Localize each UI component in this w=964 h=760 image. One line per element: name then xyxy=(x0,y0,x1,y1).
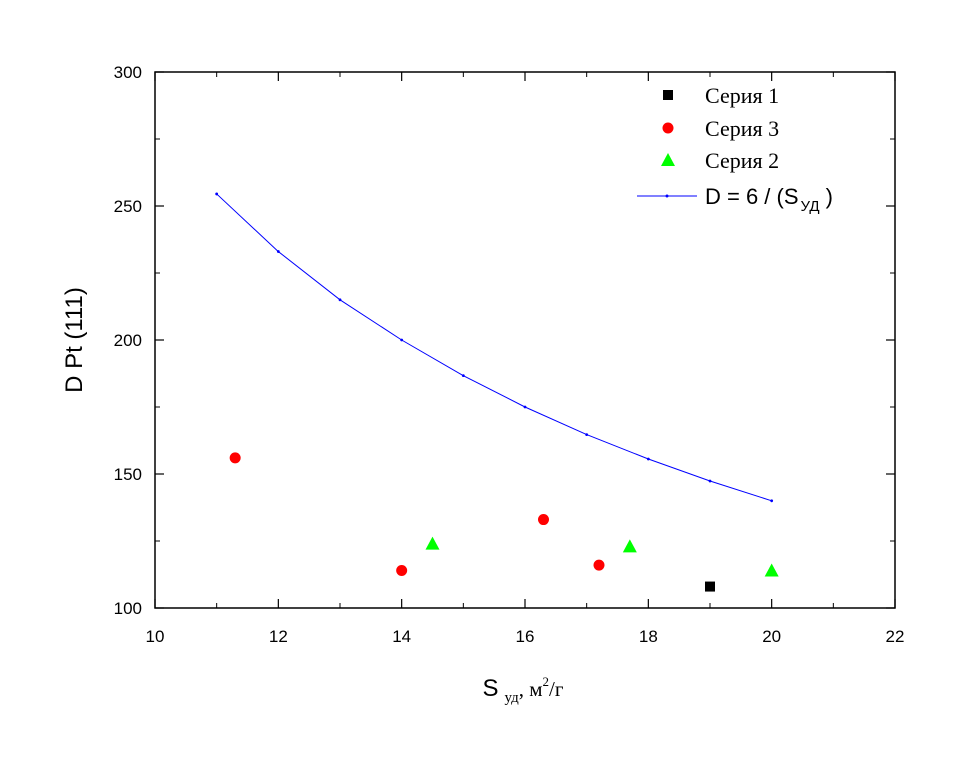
axis-ticks xyxy=(154,71,896,609)
y-tick-label: 250 xyxy=(114,197,142,216)
x-tick-label: 16 xyxy=(516,627,535,646)
legend-label-series-1: Серия 1 xyxy=(705,83,779,108)
legend-label-fit: D = 6 / (S УД ) xyxy=(705,184,833,215)
x-axis-title-unit-sup: 2 xyxy=(543,674,550,689)
series-1-point xyxy=(705,581,715,592)
x-tick-label: 22 xyxy=(886,627,905,646)
x-axis-title-sub: уд xyxy=(505,690,520,706)
y-axis-title: D Pt (111) xyxy=(61,287,88,393)
plot-frame xyxy=(154,71,896,609)
tick-labels: 10 12 14 16 18 20 22 100 150 200 250 300 xyxy=(114,63,905,646)
fit-curve-point xyxy=(276,250,280,253)
legend-label-fit-sub: УД xyxy=(801,198,820,215)
series-3-point xyxy=(538,514,549,526)
fit-curve-point xyxy=(770,499,774,503)
legend-label-fit-suffix: ) xyxy=(820,184,833,209)
series-2-point xyxy=(622,539,637,553)
fit-curve-point xyxy=(646,457,650,461)
fit-curve xyxy=(216,193,772,502)
fit-curve-point xyxy=(585,433,589,437)
legend-label-series-2: Серия 2 xyxy=(705,148,779,173)
y-tick-label: 100 xyxy=(114,599,142,618)
legend-label-series-3: Серия 3 xyxy=(705,116,779,141)
series-3-point xyxy=(229,452,241,464)
x-tick-label: 12 xyxy=(269,627,288,646)
fit-curve-point xyxy=(523,405,527,409)
series-layer xyxy=(215,192,779,592)
legend: Серия 1 Серия 3 Серия 2 D = 6 / (S УД ) xyxy=(637,83,833,215)
legend-marker-series-2 xyxy=(661,153,675,166)
x-axis-title-unit-suffix: /г xyxy=(549,677,564,701)
y-tick-label: 200 xyxy=(114,331,142,350)
x-tick-label: 14 xyxy=(392,627,411,646)
series-3-point xyxy=(593,559,605,571)
legend-label-fit-main: D = 6 / (S xyxy=(705,184,799,209)
legend-marker-series-3 xyxy=(662,122,674,134)
x-tick-label: 20 xyxy=(762,627,781,646)
legend-marker-fit-dot xyxy=(665,194,669,198)
legend-marker-series-1 xyxy=(663,90,673,100)
fit-curve-point xyxy=(400,338,404,342)
y-tick-label: 150 xyxy=(114,465,142,484)
fit-curve-point xyxy=(215,192,219,196)
x-tick-label: 18 xyxy=(639,627,658,646)
x-axis-title-unit: , м xyxy=(519,677,543,701)
x-axis-title-main: S xyxy=(483,675,499,702)
x-tick-label: 10 xyxy=(146,627,165,646)
fit-curve-point xyxy=(461,374,465,378)
series-2-point xyxy=(764,563,779,577)
series-3-point xyxy=(396,564,408,576)
fit-curve-point xyxy=(338,298,342,302)
fit-curve-point xyxy=(708,479,712,483)
y-tick-label: 300 xyxy=(114,63,142,82)
series-2-point xyxy=(425,536,440,550)
